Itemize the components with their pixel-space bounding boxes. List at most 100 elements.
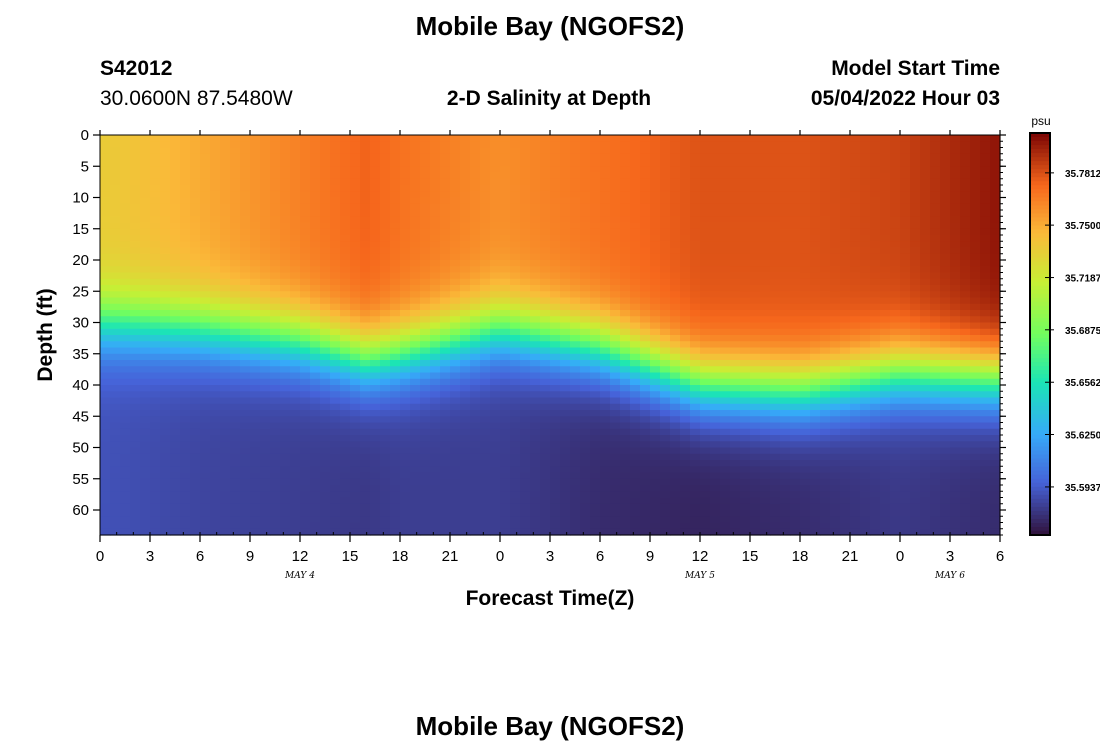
heatmap-cell bbox=[430, 141, 441, 149]
heatmap-cell bbox=[690, 335, 701, 342]
heatmap-cell bbox=[170, 235, 181, 242]
heatmap-cell bbox=[280, 472, 291, 480]
heatmap-cell bbox=[440, 453, 451, 461]
heatmap-cell bbox=[550, 378, 561, 386]
heatmap-cell bbox=[460, 403, 471, 411]
heatmap-cell bbox=[570, 378, 581, 386]
heatmap-cell bbox=[410, 135, 421, 142]
heatmap-cell bbox=[310, 147, 321, 155]
heatmap-cell bbox=[820, 478, 831, 486]
heatmap-cell bbox=[360, 422, 371, 430]
heatmap-cell bbox=[340, 397, 351, 405]
chart-subtitle: 2-D Salinity at Depth bbox=[447, 87, 651, 110]
heatmap-cell bbox=[500, 235, 511, 242]
heatmap-cell bbox=[870, 428, 881, 436]
heatmap-cell bbox=[840, 316, 851, 324]
heatmap-cell bbox=[860, 366, 871, 374]
heatmap-cell bbox=[270, 510, 281, 517]
heatmap-cell bbox=[660, 291, 671, 299]
heatmap-cell bbox=[710, 303, 721, 311]
heatmap-cell bbox=[860, 485, 871, 492]
heatmap-cell bbox=[440, 153, 451, 161]
heatmap-cell bbox=[590, 222, 601, 230]
heatmap-cell bbox=[840, 510, 851, 517]
heatmap-cell bbox=[760, 278, 771, 286]
heatmap-cell bbox=[550, 372, 561, 380]
heatmap-cell bbox=[250, 453, 261, 461]
heatmap-cell bbox=[450, 341, 461, 349]
heatmap-cell bbox=[840, 528, 851, 536]
heatmap-cell bbox=[410, 428, 421, 436]
heatmap-cell bbox=[290, 372, 301, 380]
heatmap-cell bbox=[180, 378, 191, 386]
heatmap-cell bbox=[300, 385, 311, 392]
heatmap-cell bbox=[820, 372, 831, 380]
heatmap-cell bbox=[310, 316, 321, 324]
heatmap-cell bbox=[870, 147, 881, 155]
heatmap-cell bbox=[350, 478, 361, 486]
heatmap-cell bbox=[430, 185, 441, 192]
heatmap-cell bbox=[770, 241, 781, 249]
heatmap-cell bbox=[670, 147, 681, 155]
heatmap-cell bbox=[690, 485, 701, 492]
heatmap-cell bbox=[730, 241, 741, 249]
heatmap-cell bbox=[120, 391, 131, 399]
heatmap-cell bbox=[770, 385, 781, 392]
heatmap-cell bbox=[110, 310, 121, 317]
heatmap-cell bbox=[760, 353, 771, 361]
heatmap-cell bbox=[840, 197, 851, 205]
heatmap-cell bbox=[590, 360, 601, 367]
heatmap-cell bbox=[520, 497, 531, 505]
heatmap-cell bbox=[440, 353, 451, 361]
heatmap-cell bbox=[790, 160, 801, 167]
heatmap-cell bbox=[580, 478, 591, 486]
heatmap-cell bbox=[640, 297, 651, 305]
heatmap-cell bbox=[620, 353, 631, 361]
heatmap-cell bbox=[650, 160, 661, 167]
heatmap-cell bbox=[340, 503, 351, 511]
heatmap-cell bbox=[790, 203, 801, 211]
heatmap-cell bbox=[510, 466, 521, 474]
heatmap-cell bbox=[380, 303, 391, 311]
heatmap-cell bbox=[830, 378, 841, 386]
heatmap-cell bbox=[210, 216, 221, 224]
heatmap-cell bbox=[110, 472, 121, 480]
heatmap-cell bbox=[410, 522, 421, 530]
heatmap-cell bbox=[680, 185, 691, 192]
heatmap-cell bbox=[700, 385, 711, 392]
heatmap-cell bbox=[310, 410, 321, 417]
heatmap-cell bbox=[490, 491, 501, 499]
heatmap-cell bbox=[150, 160, 161, 167]
heatmap-cell bbox=[650, 378, 661, 386]
heatmap-cell bbox=[320, 347, 331, 355]
heatmap-cell bbox=[630, 228, 641, 236]
heatmap-cell bbox=[660, 522, 671, 530]
heatmap-cell bbox=[630, 491, 641, 499]
heatmap-cell bbox=[380, 210, 391, 217]
heatmap-cell bbox=[610, 222, 621, 230]
heatmap-cell bbox=[480, 328, 491, 336]
heatmap-cell bbox=[680, 366, 691, 374]
heatmap-cell bbox=[750, 466, 761, 474]
heatmap-cell bbox=[500, 272, 511, 280]
heatmap-cell bbox=[870, 216, 881, 224]
heatmap-cell bbox=[720, 435, 731, 442]
heatmap-cell bbox=[590, 453, 601, 461]
heatmap-cell bbox=[420, 497, 431, 505]
heatmap-cell bbox=[840, 503, 851, 511]
heatmap-cell bbox=[800, 228, 811, 236]
heatmap-cell bbox=[600, 153, 611, 161]
heatmap-cell bbox=[690, 322, 701, 330]
heatmap-cell bbox=[510, 141, 521, 149]
heatmap-cell bbox=[580, 491, 591, 499]
heatmap-cell bbox=[470, 310, 481, 317]
heatmap-cell bbox=[580, 141, 591, 149]
heatmap-cell bbox=[220, 503, 231, 511]
heatmap-cell bbox=[520, 153, 531, 161]
heatmap-cell bbox=[540, 316, 551, 324]
heatmap-cell bbox=[160, 278, 171, 286]
heatmap-cell bbox=[210, 210, 221, 217]
heatmap-cell bbox=[200, 172, 211, 180]
heatmap-cell bbox=[800, 347, 811, 355]
heatmap-cell bbox=[830, 416, 841, 424]
